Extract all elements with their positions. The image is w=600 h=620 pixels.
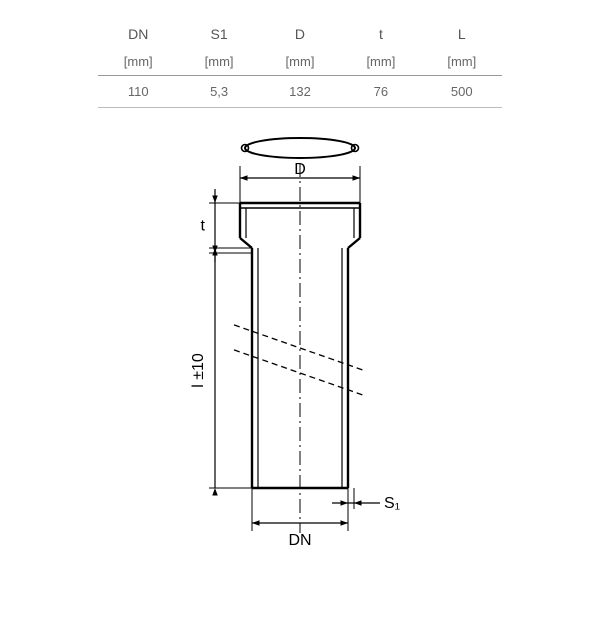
th-t: t bbox=[340, 20, 421, 48]
spec-table: DN S1 D t L [mm] [mm] [mm] [mm] [mm] 110… bbox=[98, 20, 502, 108]
svg-text:D: D bbox=[294, 161, 306, 178]
v-l: 500 bbox=[421, 76, 502, 108]
svg-text:l ±10: l ±10 bbox=[190, 353, 207, 388]
v-t: 76 bbox=[340, 76, 421, 108]
svg-text:DN: DN bbox=[288, 532, 311, 549]
table-values-row: 110 5,3 132 76 500 bbox=[98, 76, 502, 108]
svg-text:t: t bbox=[201, 218, 206, 235]
table-units-row: [mm] [mm] [mm] [mm] [mm] bbox=[98, 48, 502, 76]
u-l: [mm] bbox=[421, 48, 502, 76]
v-dn: 110 bbox=[98, 76, 179, 108]
v-d: 132 bbox=[260, 76, 341, 108]
table-header-row: DN S1 D t L bbox=[98, 20, 502, 48]
figure-container: Dt l ±10 DN S₁ bbox=[0, 118, 600, 558]
th-dn: DN bbox=[98, 20, 179, 48]
u-t: [mm] bbox=[340, 48, 421, 76]
th-d: D bbox=[260, 20, 341, 48]
th-l: L bbox=[421, 20, 502, 48]
pipe-diagram: Dt l ±10 DN S₁ bbox=[120, 118, 480, 558]
u-dn: [mm] bbox=[98, 48, 179, 76]
th-s1: S1 bbox=[179, 20, 260, 48]
v-s1: 5,3 bbox=[179, 76, 260, 108]
svg-text:S₁: S₁ bbox=[384, 495, 400, 512]
u-s1: [mm] bbox=[179, 48, 260, 76]
u-d: [mm] bbox=[260, 48, 341, 76]
